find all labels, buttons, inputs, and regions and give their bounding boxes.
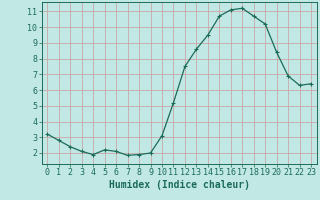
X-axis label: Humidex (Indice chaleur): Humidex (Indice chaleur)	[109, 180, 250, 190]
